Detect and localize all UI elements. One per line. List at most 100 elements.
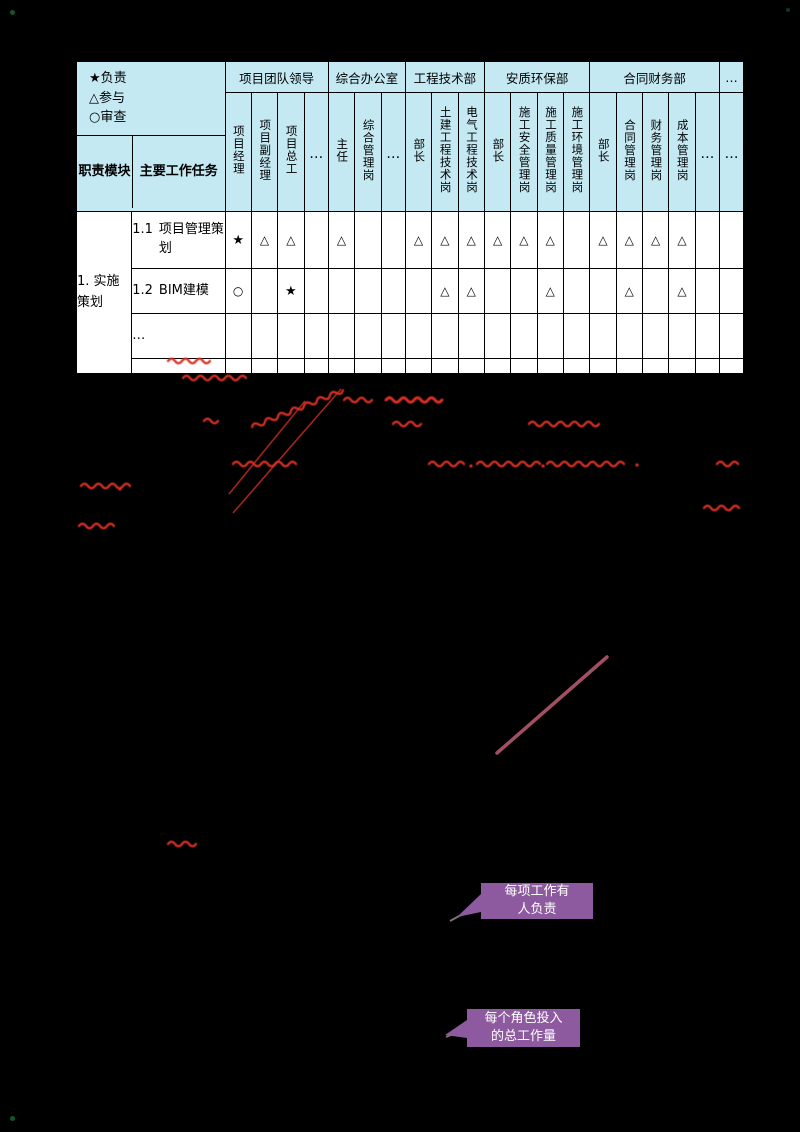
mark-cell [354,268,382,314]
mark-cell: △ [457,268,485,314]
callout-leader-line [449,902,484,922]
mark-cell [457,358,485,375]
red-handwriting-scribbles [77,357,741,848]
mark-cell [694,358,720,375]
mark-cell [380,313,406,359]
mark-cell [694,268,720,314]
dept-header-row: ★负责 △参与 ○审查 职责模块 主要工作任务 项目团队领导 综合办公室 工程技术部 安质… [75,60,745,212]
dept-group-header: 安质环保部 [483,60,591,93]
mark-cell: △ [668,268,696,314]
mark-cell [354,211,382,269]
red-scribble [475,460,542,468]
position-header: … [718,92,745,212]
mark-cell [431,313,459,359]
mark-cell [510,358,538,375]
mark-cell [589,313,617,359]
mark-cell [277,358,305,375]
mark-cell: △ [510,211,538,269]
mark-cell [615,358,643,375]
position-header: 施工环境管理岗 [562,92,591,212]
mark-cell: △ [277,211,305,269]
mark-cell [483,358,512,375]
task-row: … [76,313,745,359]
position-header: … [303,92,329,212]
mark-cell [327,358,356,375]
mark-cell [589,268,617,314]
position-header: 施工安全管理岗 [510,92,538,212]
mark-cell [404,268,433,314]
mark-cell: △ [250,211,279,269]
legend-item: △参与 [89,89,225,109]
mark-cell: △ [404,211,433,269]
position-header: 项目副经理 [250,92,279,212]
task-row: 1.2 BIM建模 ○ ★ △ △ △ △ △ [76,268,745,314]
red-dot [469,464,473,468]
mark-cell [641,268,670,314]
legend-item: ★负责 [89,69,225,89]
callout-text-line: 每个角色投入 [484,1010,563,1026]
red-scribble [715,460,740,468]
mark-cell [303,211,329,269]
position-header: 合同管理岗 [615,92,643,212]
mark-cell [380,268,406,314]
mark-cell [303,268,329,314]
task-cell: … [131,313,226,359]
mark-cell [250,358,279,375]
mark-cell [277,313,305,359]
mark-cell [668,313,696,359]
task-row: 1. 实施策划 1.1 项目管理策划 ★ △ △ △ △ △ △ △ △ △ △ △ △ △ [75,211,745,375]
mark-cell [510,313,538,359]
mark-cell [224,313,252,359]
position-header: 综合管理岗 [354,92,382,212]
mark-cell [510,268,538,314]
mark-cell [694,313,720,359]
mark-cell [457,313,485,359]
position-header: 成本管理岗 [668,92,696,212]
position-header: … [380,92,406,212]
legend-symbol: △ [89,90,99,106]
position-header: 部长 [589,92,617,212]
mark-cell: ★ [277,268,305,314]
task-label: BIM建模 [158,282,209,298]
mark-cell [483,313,512,359]
scan-artifact-dot [10,1116,15,1121]
callout-text-line: 每项工作有 [504,883,570,899]
legend-label: 参与 [99,90,126,106]
task-column-header: 主要工作任务 [139,163,218,179]
red-scribble [527,420,601,428]
mark-cell: △ [641,211,670,269]
module-cell: 1. 实施策划 [75,211,133,375]
mark-cell: ○ [224,268,252,314]
mark-cell [536,358,564,375]
mark-cell [354,358,382,375]
mark-cell [250,313,279,359]
mark-cell: △ [327,211,356,269]
position-header: 电气工程技术岗 [457,92,485,212]
red-scribble [166,840,198,848]
corner-header-cell: ★负责 △参与 ○审查 职责模块 主要工作任务 [75,60,226,212]
mark-cell: △ [615,268,643,314]
responsibility-matrix-table: ★负责 △参与 ○审查 职责模块 主要工作任务 项目团队领导 综合办公室 工程技术部 安质… [75,60,745,375]
red-strike-line [228,400,306,495]
red-scribble [77,522,116,530]
legend-item: ○审查 [89,108,225,128]
mark-cell: △ [589,211,617,269]
red-scribble [342,396,374,404]
mark-cell [718,268,745,314]
mark-cell [641,313,670,359]
position-header: 部长 [404,92,433,212]
task-cell: 1.2 BIM建模 [131,268,226,314]
red-scribble [702,504,741,512]
dept-group-header: … [718,60,745,93]
position-header: 项目经理 [224,92,252,212]
position-header: … [694,92,720,212]
position-header-row: 项目经理 项目副经理 项目总工… 主任 综合管理岗… 部长 土建工程技术岗 电气工程技术岗 部长… [76,92,745,212]
mark-cell: △ [615,211,643,269]
red-scribble [391,420,423,428]
mark-cell [562,358,591,375]
mark-cell [303,358,329,375]
mark-cell [303,313,329,359]
legend-label: 负责 [100,71,127,86]
mark-cell [615,313,643,359]
mark-cell [404,313,433,359]
